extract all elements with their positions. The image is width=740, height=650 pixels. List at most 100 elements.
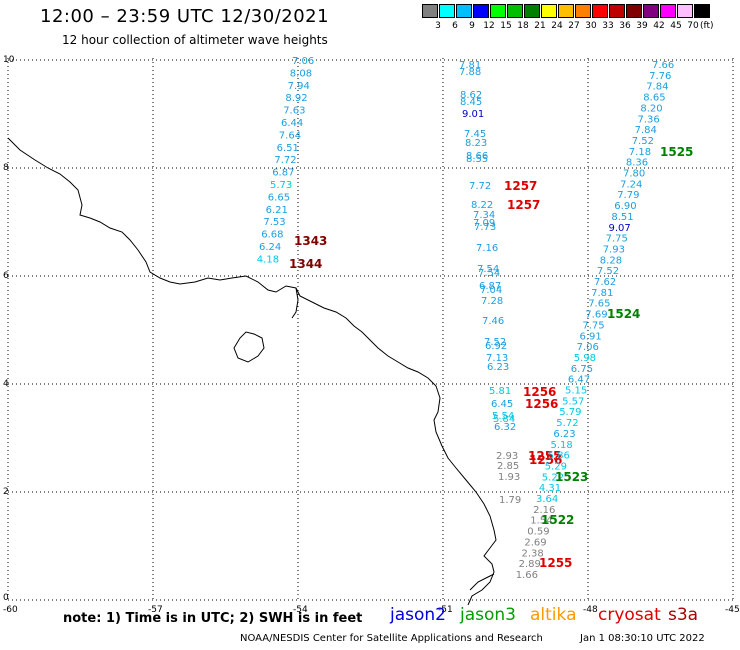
legend-swatch <box>490 4 506 18</box>
wave-height-label: 5.98 <box>574 353 596 364</box>
wave-height-label: 6.92 <box>485 341 507 352</box>
time-label: 1524 <box>607 307 640 321</box>
wave-height-label: 7.73 <box>474 222 496 233</box>
legend-swatch <box>609 4 625 18</box>
legend-swatch <box>677 4 693 18</box>
coastline-inlet <box>291 287 299 319</box>
wave-height-label: 7.36 <box>638 114 660 125</box>
legend-swatch <box>558 4 574 18</box>
wave-height-label: 8.55 <box>466 154 488 165</box>
coastline <box>7 137 497 606</box>
wave-height-label: 7.79 <box>617 190 639 201</box>
lat-label: 2 <box>3 487 9 497</box>
wave-height-label: 8.62 <box>460 90 482 101</box>
wave-height-label: 2.16 <box>533 505 555 516</box>
wave-height-label: 6.68 <box>261 230 283 241</box>
track-b: 7.817.88 8.628.459.01 7.458.23 8.668.55 7.72… <box>459 60 562 483</box>
lon-label: -45 <box>725 605 740 615</box>
wave-height-label: 8.51 <box>611 212 633 223</box>
wave-height-label: 5.15 <box>565 386 587 397</box>
time-label: 1257 <box>504 179 537 193</box>
wave-height-label: 7.88 <box>459 67 481 78</box>
legend-swatch <box>541 4 557 18</box>
wave-height-label: 7.54 <box>478 268 500 279</box>
time-label: 1255 <box>528 449 561 463</box>
legend-swatch <box>422 4 438 18</box>
lat-lon-grid <box>7 58 734 601</box>
page-subtitle: 12 hour collection of altimeter wave hei… <box>62 33 328 47</box>
river-mouth <box>469 573 495 591</box>
wave-height-label: 7.34 <box>473 210 495 221</box>
time-label: 1255 <box>539 556 572 570</box>
wave-height-label: 2.38 <box>522 548 544 559</box>
wave-height-label: 7.65 <box>588 299 610 310</box>
footer-note: note: 1) Time is in UTC; 2) SWH is in fe… <box>63 611 363 626</box>
wave-height-label: 7.16 <box>476 243 498 254</box>
wave-height-label: 5.72 <box>556 418 578 429</box>
lon-label: -57 <box>148 605 163 615</box>
wave-height-label: 8.36 <box>626 158 648 169</box>
legend-label: 15 <box>500 21 512 31</box>
wave-height-label: 4.18 <box>257 254 279 265</box>
legend-label: 24 <box>551 21 563 31</box>
satellite-label-s3a: s3a <box>668 605 699 625</box>
legend-label: 33 <box>602 21 614 31</box>
legend-label: 21 <box>534 21 546 31</box>
wave-height-label: 1.66 <box>516 570 538 581</box>
lat-label: 0 <box>3 593 9 603</box>
wave-height-label: 1.93 <box>498 472 520 483</box>
wave-height-label: 7.76 <box>649 71 671 82</box>
wave-height-label: 9.07 <box>609 223 631 234</box>
wave-height-label: 0.59 <box>527 527 549 538</box>
wave-height-label: 8.66 <box>466 151 488 162</box>
lat-label: 4 <box>3 379 9 389</box>
wave-height-label: 6.47 <box>568 375 590 386</box>
wave-height-label: 6.51 <box>277 143 299 154</box>
legend-label: 27 <box>568 21 580 31</box>
wave-height-label: 7.72 <box>274 155 296 166</box>
legend-label: 3 <box>435 21 441 31</box>
lon-label: -51 <box>438 605 453 615</box>
wave-height-label: 6.32 <box>494 422 516 433</box>
wave-height-label: 7.94 <box>288 81 310 92</box>
time-label: 1523 <box>555 470 588 484</box>
satellite-label-cryosat: cryosat <box>598 605 661 625</box>
legend-label: 9 <box>469 21 475 31</box>
time-label: 1344 <box>289 257 322 271</box>
wave-height-label: 5.81 <box>489 386 511 397</box>
wave-height-label: 7.54 <box>477 264 499 275</box>
wave-height-label: 7.75 <box>606 234 628 245</box>
wave-height-label: 7.84 <box>635 125 657 136</box>
wave-height-label: 2.85 <box>497 461 519 472</box>
wave-height-label: 7.28 <box>481 296 503 307</box>
wave-height-label: 7.53 <box>263 217 285 228</box>
legend-swatch <box>626 4 642 18</box>
wave-height-label: 7.64 <box>279 130 301 141</box>
wave-height-label: 7.13 <box>486 353 508 364</box>
legend-label: 42 <box>653 21 665 31</box>
wave-height-label: 7.75 <box>582 320 604 331</box>
wave-height-label: 7.52 <box>632 136 654 147</box>
wave-height-label: 7.24 <box>620 179 642 190</box>
legend-swatch <box>575 4 591 18</box>
wave-height-label: 7.81 <box>591 288 613 299</box>
wave-height-label: 5.54 <box>492 411 514 422</box>
axis-labels: -60 -57 -54 -51 -48 -45 10 8 6 4 2 0 <box>3 55 740 615</box>
credit-line: NOAA/NESDIS Center for Satellite Applica… <box>240 633 543 644</box>
wave-height-label: 4.31 <box>539 483 561 494</box>
wave-height-label: 7.52 <box>484 337 506 348</box>
time-label: 1256 <box>529 453 562 467</box>
legend-swatch <box>473 4 489 18</box>
wave-height-label: 5.57 <box>562 396 584 407</box>
time-label: 1257 <box>507 198 540 212</box>
satellite-label-altika: altika <box>530 605 577 625</box>
wave-height-label: 8.92 <box>285 93 307 104</box>
wave-height-label: 5.86 <box>548 451 570 462</box>
satellite-label-jason3: jason3 <box>460 605 516 625</box>
legend-label: 30 <box>585 21 597 31</box>
wave-height-label: 7.81 <box>459 60 481 71</box>
wave-height-label: 2.69 <box>524 537 546 548</box>
wave-height-label: 7.06 <box>292 56 314 67</box>
track-c: 7.667.767.848.658.207.367.847.527.188.36… <box>516 60 694 581</box>
